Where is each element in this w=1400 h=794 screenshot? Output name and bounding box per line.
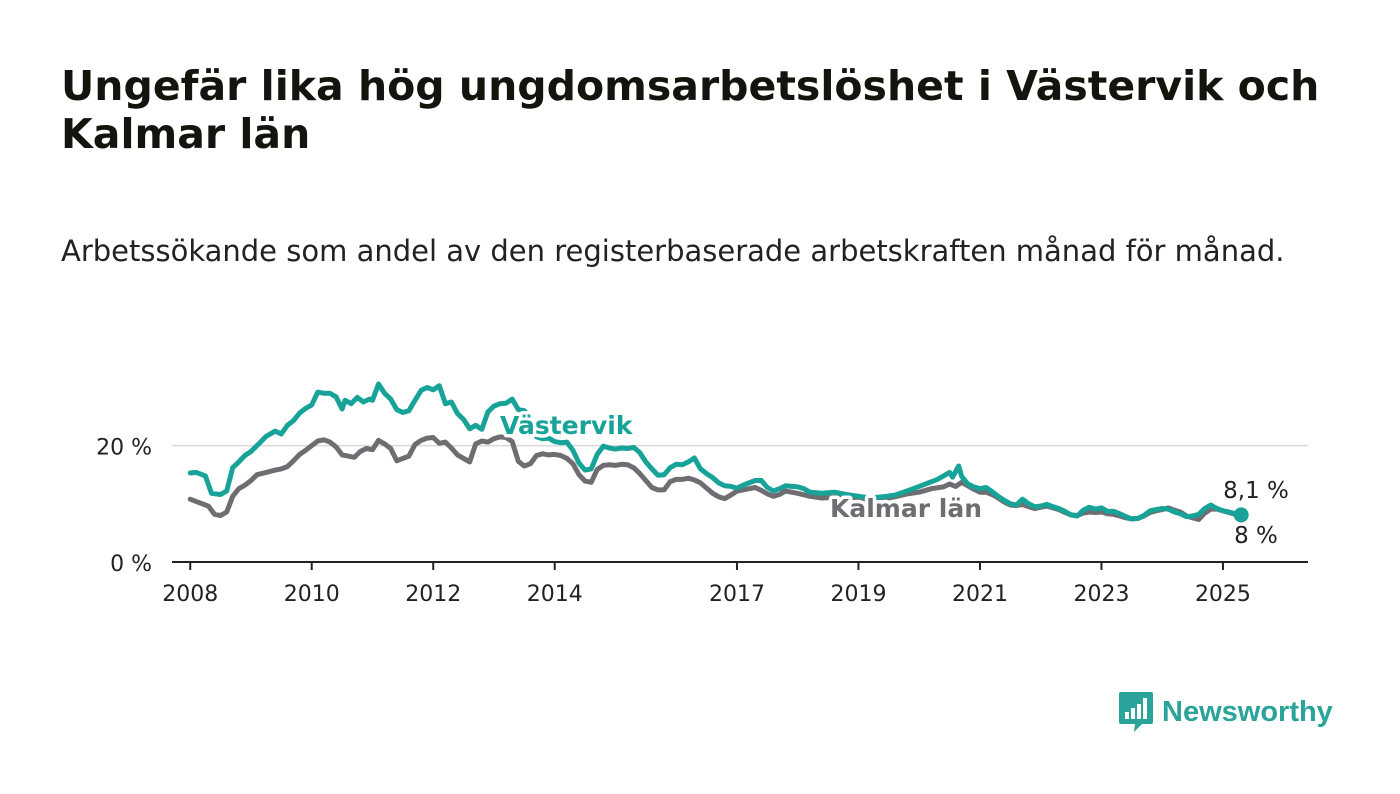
chart-title: Ungefär lika hög ungdomsarbetslöshet i V…: [61, 62, 1320, 158]
chart-subtitle: Arbetssökande som andel av den registerb…: [61, 234, 1285, 268]
end-value-label-vastervik: 8,1 %: [1223, 478, 1289, 504]
x-tick-label: 2025: [1195, 582, 1251, 607]
x-tick-label: 2021: [952, 582, 1008, 607]
x-tick-label: 2012: [405, 582, 461, 607]
x-tick-label: 2014: [527, 582, 583, 607]
series-label-kalmar-text: Kalmar län: [830, 494, 982, 523]
series-line-vastervik: [187, 381, 1244, 522]
x-tick-label: 2017: [709, 582, 765, 607]
series-label-vastervik-halo: Västervik: [500, 411, 634, 440]
x-tick-label: 2023: [1073, 582, 1129, 607]
bar-chart-speech-bubble-icon: [1119, 692, 1153, 732]
series-label-vastervik-text: Västervik: [500, 411, 634, 440]
end-point-vastervik: [1233, 507, 1249, 523]
brand-name: Newsworthy: [1162, 695, 1333, 728]
x-tick-label: 2010: [284, 582, 340, 607]
x-tick-label: 2019: [830, 582, 886, 607]
x-tick-label: 2008: [162, 582, 218, 607]
end-value-label-kalmar: 8 %: [1234, 523, 1278, 549]
y-tick-label: 0 %: [110, 552, 152, 577]
y-tick-label: 20 %: [96, 436, 152, 461]
brand-logo: Newsworthy: [1118, 690, 1333, 734]
series-label-kalmar-halo: Kalmar län: [830, 494, 982, 523]
